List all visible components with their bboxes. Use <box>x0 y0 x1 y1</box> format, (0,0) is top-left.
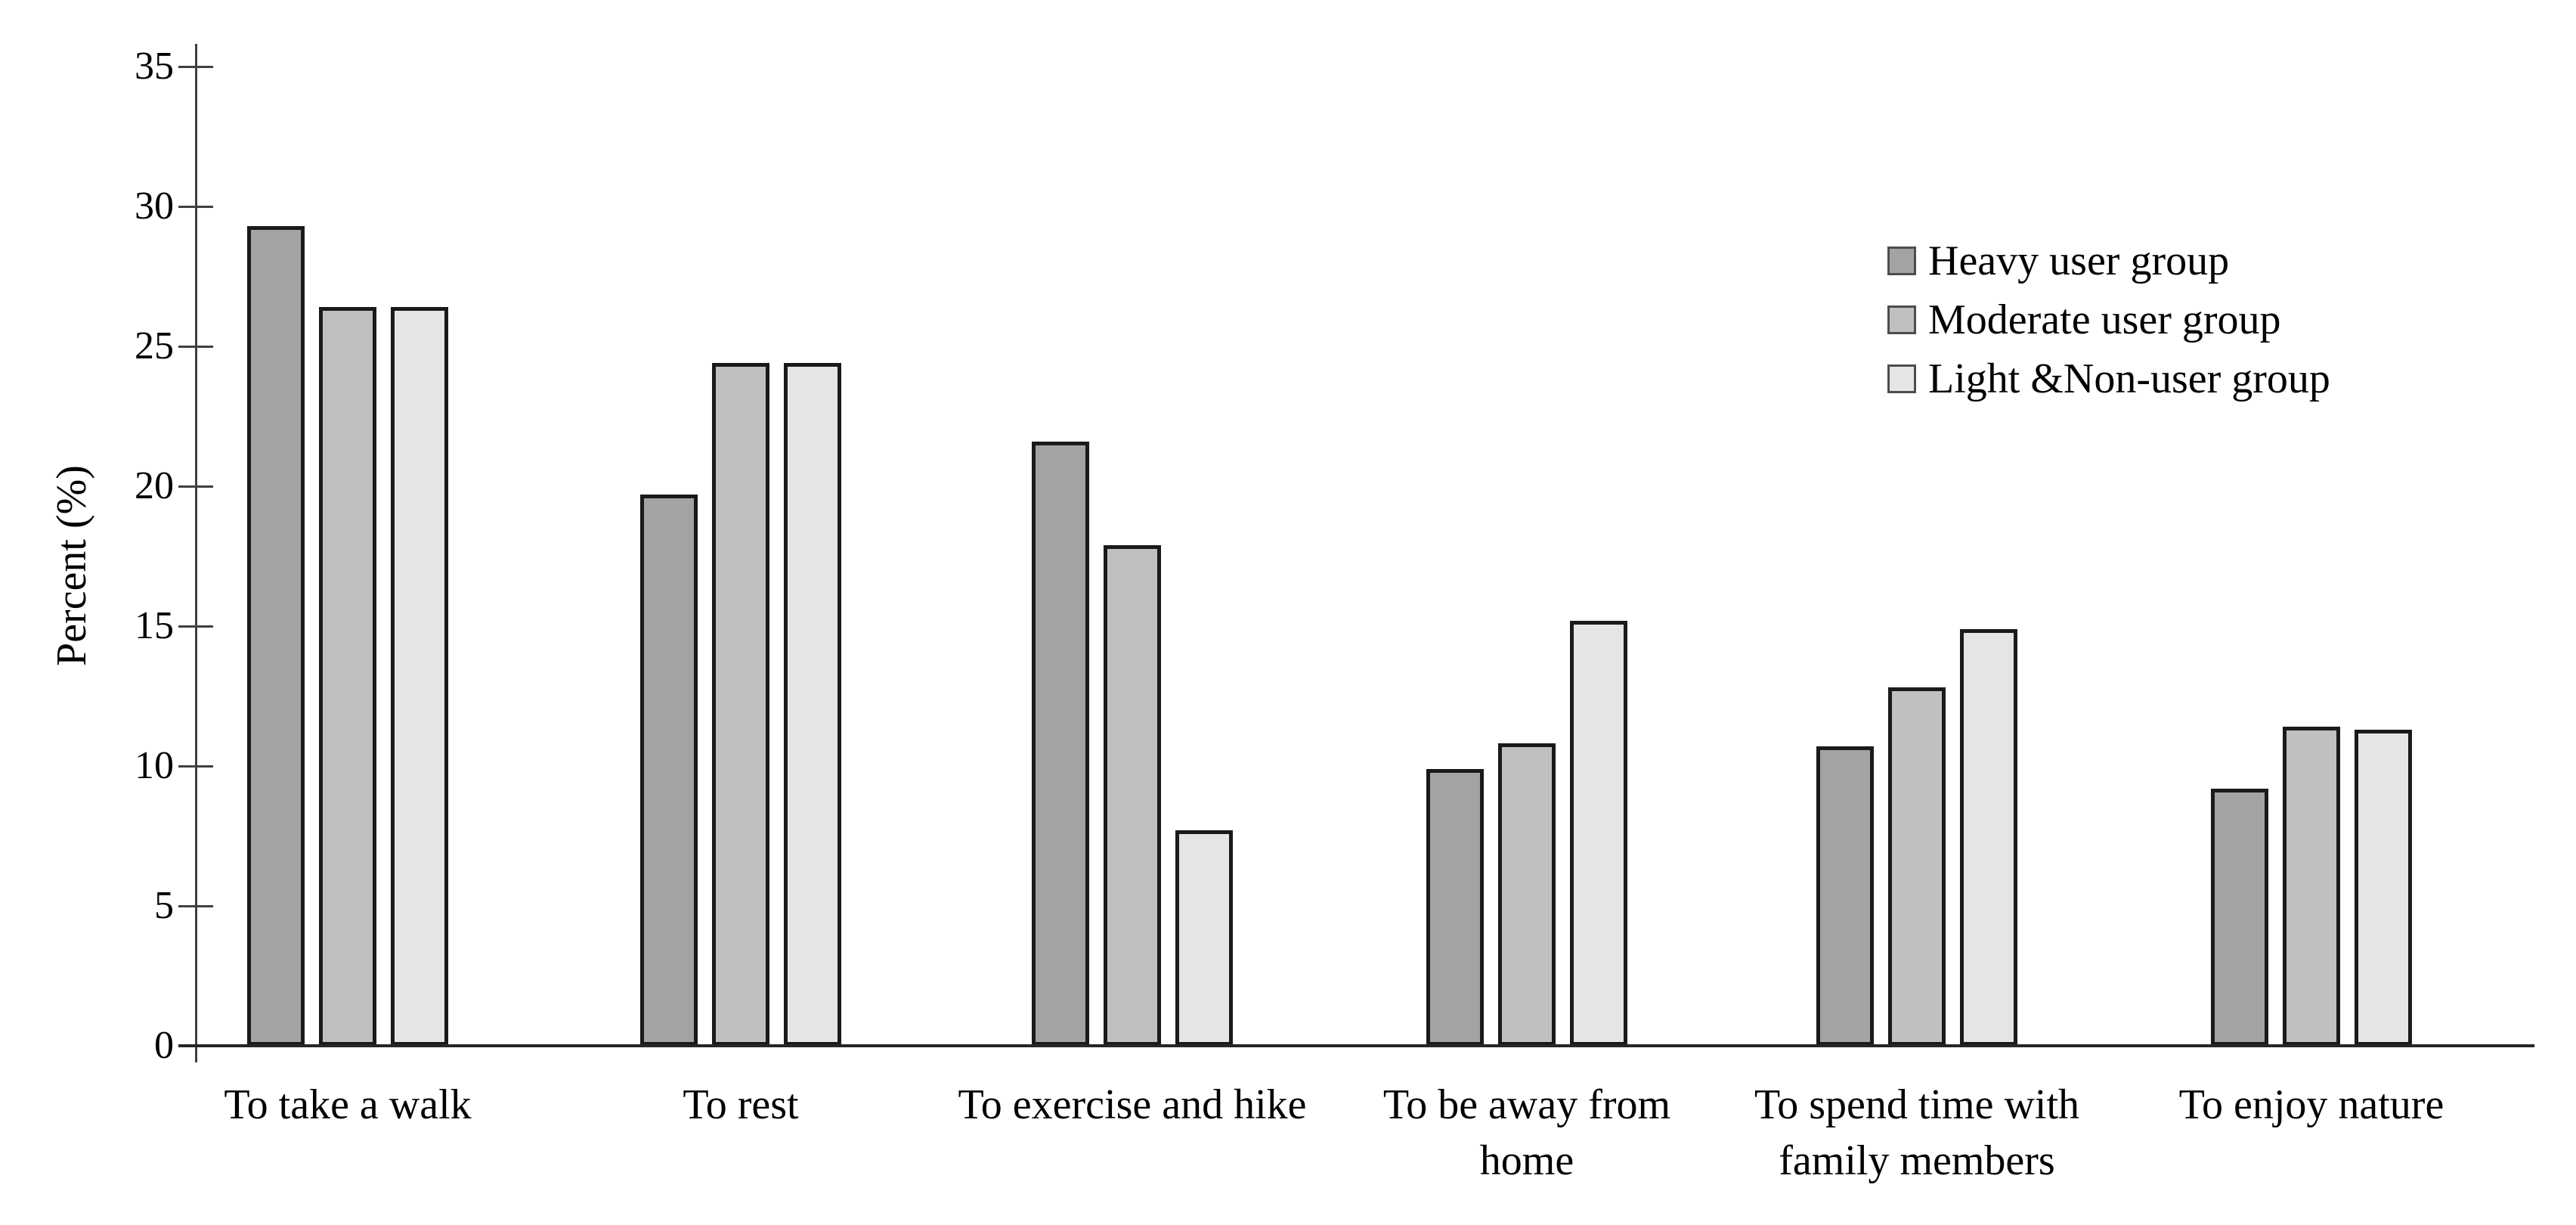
bar <box>1175 830 1233 1046</box>
y-tick-mark <box>178 485 213 488</box>
bar <box>1104 544 1161 1046</box>
bar <box>247 225 305 1046</box>
bar <box>712 363 769 1046</box>
x-category-label: To enjoy nature <box>2178 1081 2444 1128</box>
legend-item: Heavy user group <box>1887 239 2330 283</box>
bar <box>391 307 448 1046</box>
y-tick-label: 20 <box>135 464 174 507</box>
bar <box>1032 441 1089 1046</box>
bar <box>1960 628 2017 1046</box>
legend-swatch-icon <box>1887 305 1916 334</box>
y-tick-mark <box>178 66 213 68</box>
bar <box>2355 729 2412 1046</box>
y-tick-label: 5 <box>154 884 174 927</box>
x-category-label: To be away from home <box>1382 1081 1671 1184</box>
y-tick-label: 30 <box>135 185 174 228</box>
y-tick-mark <box>178 625 213 628</box>
x-category-label: To take a walk <box>224 1081 472 1128</box>
y-tick-mark <box>178 905 213 907</box>
legend-label: Light &Non-user group <box>1928 355 2330 402</box>
y-tick-label: 15 <box>135 604 174 647</box>
legend-label: Moderate user group <box>1928 296 2281 343</box>
x-category-label: To exercise and hike <box>958 1081 1307 1128</box>
y-tick-label: 0 <box>154 1024 174 1067</box>
x-category-label: To rest <box>683 1081 799 1128</box>
bar <box>640 495 698 1046</box>
x-axis-line <box>178 1044 2534 1047</box>
x-category-label: To spend time with family members <box>1754 1081 2080 1184</box>
y-tick-label: 10 <box>135 744 174 787</box>
legend-swatch-icon <box>1887 247 1916 275</box>
legend-swatch-icon <box>1887 364 1916 393</box>
bar <box>2211 788 2268 1046</box>
bar <box>1570 620 1627 1046</box>
bar <box>1498 743 1556 1046</box>
bar <box>319 307 376 1046</box>
y-axis-line <box>195 44 197 1062</box>
bar <box>1816 746 1874 1046</box>
legend-label: Heavy user group <box>1928 237 2230 284</box>
y-tick-mark <box>178 206 213 208</box>
legend-item: Moderate user group <box>1887 298 2330 342</box>
legend: Heavy user group Moderate user group Light… <box>1887 239 2330 416</box>
y-tick-label: 35 <box>135 45 174 88</box>
bar <box>1426 768 1484 1046</box>
y-tick-mark <box>178 765 213 768</box>
y-tick-label: 25 <box>135 324 174 368</box>
bar <box>2283 727 2340 1046</box>
y-tick-mark <box>178 346 213 348</box>
bar <box>1888 687 1946 1046</box>
legend-item: Light &Non-user group <box>1887 357 2330 401</box>
bar <box>784 363 841 1046</box>
